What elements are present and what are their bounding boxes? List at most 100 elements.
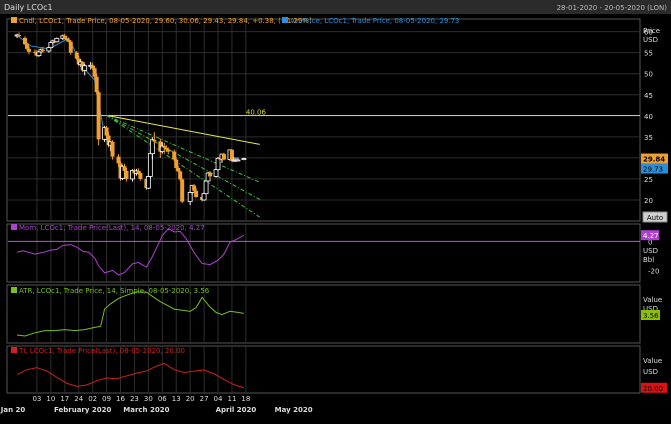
price-y-tick: 25 — [644, 176, 653, 184]
ti-axis-label: Value — [643, 357, 662, 365]
candle-body — [76, 58, 81, 65]
candle-body — [64, 38, 69, 41]
candle-body — [194, 190, 199, 198]
auto-scale-label[interactable]: Auto — [647, 214, 663, 222]
candle-body — [24, 44, 29, 49]
momentum-axis-unit: USD — [643, 247, 658, 255]
x-month-label: April 2020 — [216, 406, 257, 414]
ti-line — [16, 362, 245, 389]
atr-value-label: 3.56 — [643, 312, 659, 320]
ti-legend-swatch — [11, 347, 17, 353]
momentum-line — [16, 228, 245, 276]
candle-body — [164, 147, 169, 150]
x-tick-label: 02 — [88, 395, 97, 403]
atr-panel-frame — [6, 284, 641, 344]
price-axis-unit: USD — [643, 36, 658, 44]
auto-scale-button[interactable]: Auto — [642, 211, 668, 223]
candle-body — [149, 139, 155, 155]
fan-line — [106, 114, 261, 200]
price-y-tick: 20 — [644, 197, 653, 205]
ti-legend-text: TI, LCOc1, Trade Price(Last), 08-05-2020… — [18, 347, 185, 355]
candle-body — [215, 157, 221, 171]
price-legend: Cndl, LCOc1, Trade Price, 08-05-2020, 29… — [11, 17, 460, 25]
candle-legend-text: Cndl, LCOc1, Trade Price, 08-05-2020, 29… — [19, 17, 312, 25]
atr-legend-text: ATR, LCOc1, Trade Price, 14, Simple, 08-… — [19, 287, 210, 295]
atr-legend: ATR, LCOc1, Trade Price, 14, Simple, 08-… — [11, 287, 210, 295]
last-price-label: 29.84 — [643, 156, 665, 164]
candle-legend-swatch — [11, 17, 17, 23]
x-tick-label: 04 — [214, 395, 223, 403]
price-y-tick: 50 — [644, 71, 653, 79]
x-tick-label: 20 — [186, 395, 195, 403]
candle-body — [32, 51, 37, 53]
candle-body — [180, 179, 185, 202]
candle-body — [116, 156, 121, 164]
last-price-box — [641, 153, 668, 164]
candle-body — [162, 146, 167, 148]
candle-body — [46, 47, 52, 52]
x-month-label: May 2020 — [275, 406, 313, 414]
candle-body — [241, 158, 247, 160]
candle-body — [124, 170, 129, 179]
candle-body — [203, 180, 209, 195]
ti-value-label: 20.00 — [643, 385, 663, 393]
x-tick-label: 13 — [172, 395, 181, 403]
auto-scale-button-bg[interactable] — [642, 211, 668, 223]
candle-body — [152, 139, 157, 142]
price-axis-label: Price — [643, 27, 660, 35]
price-y-tick: 35 — [644, 134, 653, 142]
candle-body — [201, 193, 207, 201]
candle-body — [62, 35, 67, 39]
ave-legend-swatch — [282, 17, 288, 23]
x-tick-label: 10 — [46, 395, 55, 403]
atr-value-box — [641, 310, 660, 320]
ti-panel-frame — [6, 345, 641, 394]
candle-body — [82, 65, 88, 71]
grid-layer — [8, 19, 640, 393]
momentum-legend-text: Mom, LCOc1, Trade Price(Last), 14, 08-05… — [19, 224, 205, 232]
header-bar — [0, 0, 671, 14]
momentum-y-tick: -20 — [648, 267, 659, 275]
x-tick-label: 27 — [200, 395, 209, 403]
candle-body — [136, 170, 141, 174]
ti-value-box — [641, 382, 667, 393]
candle-body — [66, 40, 71, 42]
ave-legend-text: AvePrice, LCOc1, Trade Price, 08-05-2020… — [290, 17, 460, 25]
candle-body — [90, 65, 95, 69]
candle-body — [138, 173, 143, 179]
candle-body — [40, 49, 45, 51]
candle-body — [166, 149, 171, 152]
momentum-value-box — [641, 230, 659, 241]
candle-body — [235, 159, 241, 162]
x-month-label: Jan 20 — [0, 406, 25, 414]
candle-body — [104, 127, 109, 136]
x-tick-label: 30 — [144, 395, 153, 403]
candle-body — [26, 48, 31, 52]
chart-title: Daily LCOc1 — [4, 3, 53, 12]
atr-axis-unit: USD — [643, 305, 658, 313]
candle-body — [48, 42, 54, 49]
price-y-tick: 55 — [644, 50, 653, 58]
candle-body — [54, 37, 60, 43]
candle-body — [68, 41, 73, 53]
x-tick-label: 24 — [74, 395, 83, 403]
x-tick-label: 11 — [227, 395, 236, 403]
candle-body — [172, 151, 177, 160]
price-y-tick: 40 — [644, 113, 653, 121]
x-tick-label: 23 — [130, 395, 139, 403]
atr-line — [16, 291, 244, 337]
candle-body — [208, 173, 213, 177]
x-tick-label: 03 — [32, 395, 41, 403]
candle-body — [187, 191, 193, 203]
atr-legend-swatch — [11, 287, 17, 293]
candle-body — [122, 166, 127, 171]
fan-line — [106, 114, 261, 218]
candle-body — [229, 149, 234, 161]
ti-axis-unit: USD — [643, 368, 658, 376]
candle-body — [74, 52, 79, 59]
date-range: 28-01-2020 - 20-05-2020 (LON) — [557, 4, 668, 12]
ave-price-label: 29.73 — [643, 166, 663, 174]
